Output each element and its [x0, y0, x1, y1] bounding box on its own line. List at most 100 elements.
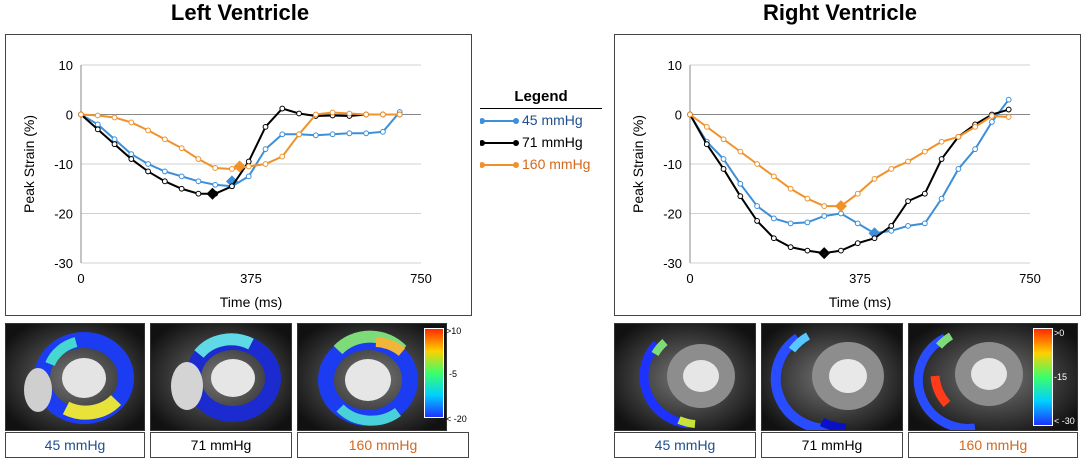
legend: Legend 45 mmHg 71 mmHg 160 mmHg: [480, 88, 602, 175]
lv-series-0-point: [262, 146, 269, 153]
lv-series-2-point: [94, 112, 101, 119]
rv-map-image-45: [615, 324, 755, 430]
lv-series-2-point: [363, 111, 370, 118]
lv-series-2-point: [346, 110, 353, 117]
lv-colorbar: [424, 328, 444, 418]
lv-xtick-label: 375: [240, 271, 262, 286]
rv-series-0-point: [854, 220, 861, 227]
lv-series-0-peak-marker: [225, 175, 238, 188]
lv-series-2-point: [78, 111, 84, 118]
lv-series-0-point: [178, 173, 185, 180]
rv-series-2-point: [787, 185, 794, 192]
rv-series-0-point: [938, 195, 945, 202]
rv-ytick-label: -30: [663, 256, 682, 271]
lv-y-axis-label: Peak Strain (%): [21, 115, 37, 213]
lv-caption-45: 45 mmHg: [5, 432, 145, 458]
lv-series-1-point: [229, 183, 235, 190]
rv-series-2-point: [972, 123, 979, 130]
lv-series-1-point: [195, 190, 202, 197]
lv-title: Left Ventricle: [170, 0, 310, 25]
rv-series-line-0: [689, 99, 1010, 235]
rv-strain-map-71: [761, 323, 903, 431]
lv-strain-chart: 10 0 -10 -20 -30 0 375 750 Time (ms) Peak Strain …: [21, 58, 432, 310]
legend-label-71: 71 mmHg: [522, 134, 583, 150]
lv-series-2-point: [195, 156, 202, 162]
lv-chart-frame: 10 0 -10 -20 -30 0 375 750 Time (ms) Peak Strain …: [5, 34, 472, 316]
rv-series-2-point: [703, 123, 710, 130]
lv-series-2-point: [329, 109, 336, 116]
lv-ytick-label: -20: [54, 207, 73, 222]
lv-x-axis-label: Time (ms): [220, 294, 282, 310]
lv-series-1-point: [178, 185, 185, 192]
rv-series-1-point: [754, 218, 760, 224]
rv-caption-71: 71 mmHg: [761, 432, 903, 458]
lv-ytick-label: -10: [54, 157, 73, 172]
lv-series-0-point: [195, 178, 202, 185]
rv-series-0-point: [737, 180, 744, 187]
rv-series-0-point: [787, 220, 794, 227]
lv-series-2-point: [396, 111, 403, 118]
lv-series-2-peak-marker: [233, 160, 246, 173]
legend-item-71: 71 mmHg: [480, 133, 602, 153]
rv-series-0-point: [720, 156, 727, 162]
rv-series-1-point: [770, 235, 777, 242]
rv-series-2-point: [821, 203, 828, 209]
rv-strain-map-45: [614, 323, 756, 431]
rv-xtick-label: 0: [686, 271, 693, 286]
legend-label-160: 160 mmHg: [522, 156, 591, 172]
rv-colorbar-mid-label: -15: [1054, 372, 1068, 382]
lv-series-2-point: [279, 153, 286, 160]
rv-series-1-point: [854, 240, 861, 247]
lv-series-2-point: [128, 119, 135, 126]
lv-map-image-71: [151, 324, 291, 430]
lv-series-0-point: [329, 131, 336, 138]
rv-series-0-point: [770, 215, 777, 222]
rv-series-1-point: [703, 141, 710, 148]
rv-ytick-label: -20: [663, 207, 682, 222]
rv-series-1-point: [720, 166, 727, 172]
rv-series-2-peak-marker: [834, 200, 847, 213]
lv-strain-map-71: [150, 323, 292, 431]
rv-series-2-point: [989, 113, 995, 119]
lv-series-2-point: [380, 111, 386, 118]
lv-series-1-point: [111, 141, 118, 148]
lv-series-1-point: [245, 158, 252, 165]
rv-series-2-point: [905, 158, 911, 165]
rv-series-2-point: [720, 136, 727, 143]
rv-series-2-point: [754, 161, 760, 167]
lv-colorbar-top-label: >10: [446, 326, 462, 336]
lv-caption-71: 71 mmHg: [150, 432, 292, 458]
rv-y-axis-label: Peak Strain (%): [630, 115, 646, 213]
lv-series-0-point: [346, 130, 353, 137]
lv-series-0-point: [128, 151, 135, 157]
legend-item-160: 160 mmHg: [480, 155, 602, 175]
rv-series-1-point: [938, 156, 945, 162]
lv-strain-map-45: [5, 323, 145, 431]
rv-series-1-point: [888, 222, 895, 229]
lv-ytick-label: 0: [66, 108, 73, 123]
rv-series-2-point: [871, 175, 878, 182]
lv-series-0-point: [145, 161, 151, 167]
rv-map-image-71: [762, 324, 902, 430]
lv-series-2-point: [178, 145, 185, 152]
rv-series-0-point: [921, 220, 928, 227]
rv-title: Right Ventricle: [762, 0, 918, 25]
lv-strain-map-160: [297, 323, 447, 431]
rv-colorbar-bottom-label: < -30: [1054, 416, 1075, 426]
rv-strain-chart: 10 0 -10 -20 -30 0 375 750 Time (ms) Peak Strain …: [630, 58, 1041, 310]
rv-series-line-2: [689, 113, 1009, 208]
rv-series-1-point: [905, 198, 911, 205]
rv-ytick-label: -10: [663, 157, 682, 172]
rv-series-1-point: [737, 193, 744, 200]
rv-series-1-point: [787, 244, 794, 251]
rv-series-line-1: [689, 108, 1009, 255]
rv-caption-160: 160 mmHg: [908, 432, 1078, 458]
rv-chart-frame: 10 0 -10 -20 -30 0 375 750 Time (ms) Peak Strain …: [614, 34, 1081, 316]
rv-series-0-point: [1005, 96, 1012, 103]
lv-series-1-point: [161, 178, 168, 185]
lv-series-1-point: [145, 168, 151, 175]
lv-series-0-point: [212, 181, 219, 188]
rv-ytick-label: 0: [675, 108, 682, 123]
rv-series-0-point: [989, 119, 995, 125]
lv-series-0-point: [380, 128, 386, 135]
